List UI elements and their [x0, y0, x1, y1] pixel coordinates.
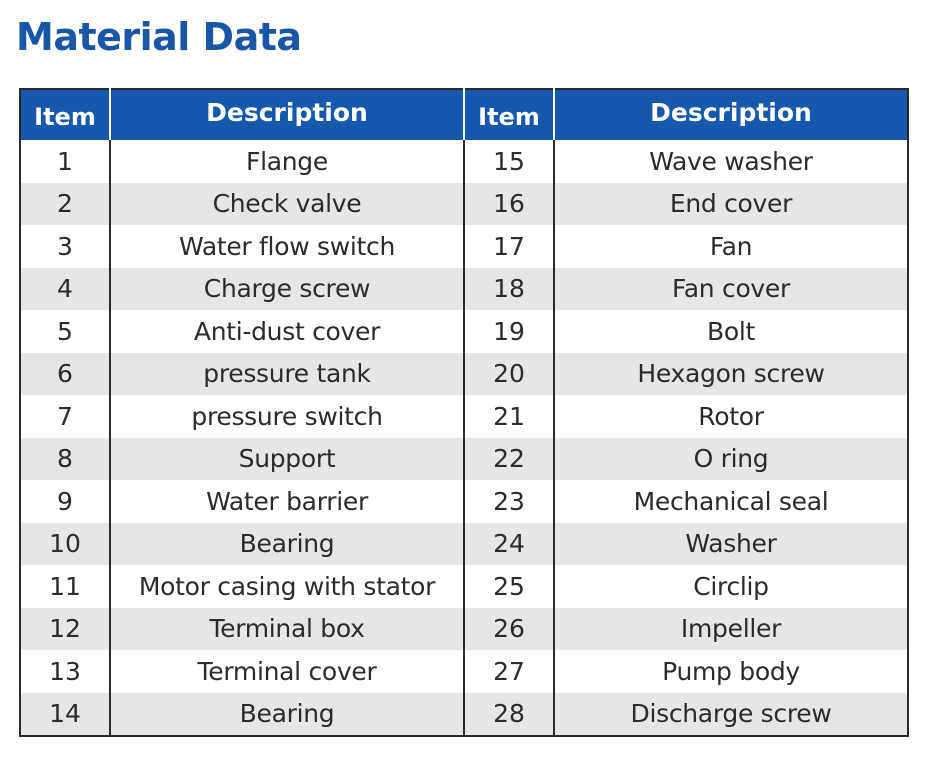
- description-cell: Washer: [554, 522, 908, 565]
- item-number-cell: 6: [20, 352, 111, 395]
- description-cell: Check valve: [110, 182, 465, 225]
- table-row: 3 Water flow switch 17 Fan: [20, 225, 908, 268]
- description-cell: Wave washer: [554, 140, 908, 183]
- table-body: 1 Flange 15 Wave washer 2 Check valve 16 End co…: [20, 140, 908, 736]
- description-cell: Anti-dust cover: [110, 310, 465, 353]
- table-row: 14 Bearing 28 Discharge screw: [20, 692, 908, 736]
- item-number-cell: 23: [464, 480, 555, 523]
- description-cell: pressure tank: [110, 352, 465, 395]
- description-cell: Rotor: [554, 395, 908, 438]
- item-number-cell: 24: [464, 522, 555, 565]
- item-number-cell: 26: [464, 607, 555, 650]
- description-cell: Fan cover: [554, 267, 908, 310]
- item-number-cell: 3: [20, 225, 111, 268]
- header-item-left: Item: [20, 89, 111, 140]
- item-number-cell: 15: [464, 140, 555, 183]
- item-number-cell: 13: [20, 650, 111, 693]
- description-cell: Water barrier: [110, 480, 465, 523]
- description-cell: Bearing: [110, 692, 465, 736]
- item-number-cell: 16: [464, 182, 555, 225]
- item-number-cell: 10: [20, 522, 111, 565]
- description-cell: Fan: [554, 225, 908, 268]
- item-number-cell: 1: [20, 140, 111, 183]
- item-number-cell: 21: [464, 395, 555, 438]
- header-description-right: Description: [554, 89, 908, 140]
- item-number-cell: 25: [464, 565, 555, 608]
- item-number-cell: 19: [464, 310, 555, 353]
- table-row: 12 Terminal box 26 Impeller: [20, 607, 908, 650]
- table-row: 5 Anti-dust cover 19 Bolt: [20, 310, 908, 353]
- item-number-cell: 9: [20, 480, 111, 523]
- description-cell: Terminal box: [110, 607, 465, 650]
- description-cell: End cover: [554, 182, 908, 225]
- table-row: 8 Support 22 O ring: [20, 437, 908, 480]
- page-title: Material Data: [16, 15, 302, 59]
- item-number-cell: 28: [464, 692, 555, 736]
- description-cell: Hexagon screw: [554, 352, 908, 395]
- table-row: 2 Check valve 16 End cover: [20, 182, 908, 225]
- description-cell: pressure switch: [110, 395, 465, 438]
- material-data-table: Item Description Item Description 1 Flang…: [19, 88, 909, 737]
- table-row: 13 Terminal cover 27 Pump body: [20, 650, 908, 693]
- description-cell: Motor casing with stator: [110, 565, 465, 608]
- description-cell: O ring: [554, 437, 908, 480]
- description-cell: Support: [110, 437, 465, 480]
- description-cell: Discharge screw: [554, 692, 908, 736]
- table-row: 4 Charge screw 18 Fan cover: [20, 267, 908, 310]
- description-cell: Bolt: [554, 310, 908, 353]
- description-cell: Pump body: [554, 650, 908, 693]
- description-cell: Charge screw: [110, 267, 465, 310]
- table-header-row: Item Description Item Description: [20, 89, 908, 140]
- table-row: 7 pressure switch 21 Rotor: [20, 395, 908, 438]
- item-number-cell: 14: [20, 692, 111, 736]
- item-number-cell: 11: [20, 565, 111, 608]
- table-row: 6 pressure tank 20 Hexagon screw: [20, 352, 908, 395]
- table-row: 9 Water barrier 23 Mechanical seal: [20, 480, 908, 523]
- description-cell: Water flow switch: [110, 225, 465, 268]
- table-row: 11 Motor casing with stator 25 Circlip: [20, 565, 908, 608]
- table-row: 10 Bearing 24 Washer: [20, 522, 908, 565]
- description-cell: Terminal cover: [110, 650, 465, 693]
- item-number-cell: 4: [20, 267, 111, 310]
- item-number-cell: 2: [20, 182, 111, 225]
- item-number-cell: 17: [464, 225, 555, 268]
- item-number-cell: 20: [464, 352, 555, 395]
- description-cell: Mechanical seal: [554, 480, 908, 523]
- item-number-cell: 27: [464, 650, 555, 693]
- table-row: 1 Flange 15 Wave washer: [20, 140, 908, 183]
- description-cell: Bearing: [110, 522, 465, 565]
- item-number-cell: 22: [464, 437, 555, 480]
- item-number-cell: 12: [20, 607, 111, 650]
- description-cell: Impeller: [554, 607, 908, 650]
- item-number-cell: 5: [20, 310, 111, 353]
- item-number-cell: 8: [20, 437, 111, 480]
- header-item-right: Item: [464, 89, 555, 140]
- description-cell: Circlip: [554, 565, 908, 608]
- item-number-cell: 7: [20, 395, 111, 438]
- header-description-left: Description: [110, 89, 465, 140]
- description-cell: Flange: [110, 140, 465, 183]
- item-number-cell: 18: [464, 267, 555, 310]
